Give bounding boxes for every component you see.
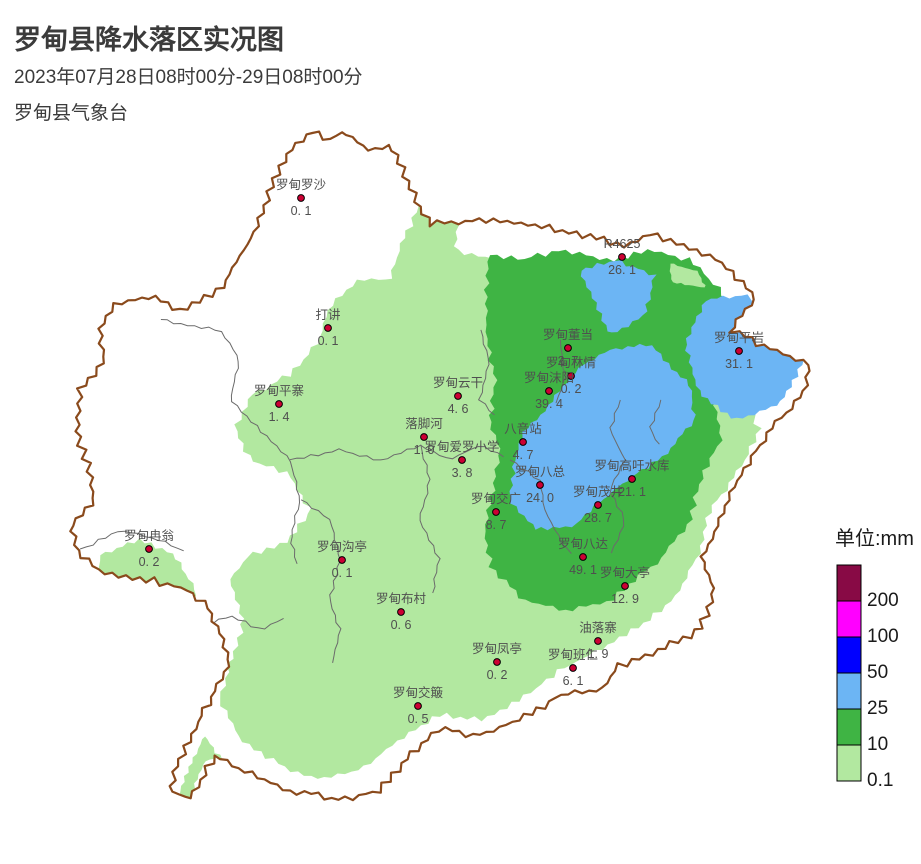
svg-text:100: 100 xyxy=(867,626,899,647)
svg-text:25: 25 xyxy=(867,698,888,719)
svg-text:0.1: 0.1 xyxy=(867,770,893,791)
svg-text:单位:mm: 单位:mm xyxy=(835,527,914,550)
svg-text:50: 50 xyxy=(867,662,888,683)
svg-text:10: 10 xyxy=(867,734,888,755)
svg-text:200: 200 xyxy=(867,590,899,611)
